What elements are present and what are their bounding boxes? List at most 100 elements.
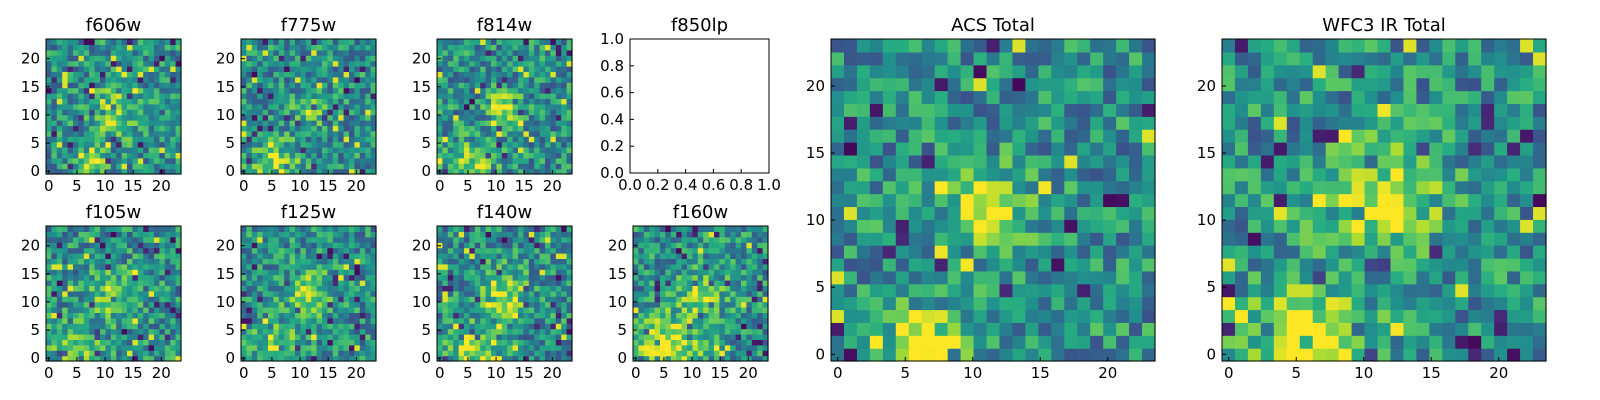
heatmap-cell [561, 280, 568, 286]
heatmap-cell [116, 71, 123, 78]
heatmap-cell [633, 269, 639, 276]
heatmap-cell [464, 141, 470, 148]
heatmap-cell [148, 231, 155, 238]
heatmap-cell [105, 130, 112, 137]
heatmap-cell [278, 301, 285, 308]
heatmap-cell [491, 296, 497, 303]
heatmap-cell [697, 301, 704, 308]
heatmap-cell [338, 269, 345, 276]
heatmap-cell [550, 280, 557, 286]
heatmap-cell [528, 168, 535, 175]
heatmap-cell [566, 253, 573, 259]
heatmap-cell [284, 55, 291, 62]
heatmap-cell [268, 109, 274, 116]
heatmap-cell [273, 247, 280, 254]
heatmap-cell [300, 258, 307, 265]
heatmap-cell [305, 334, 312, 340]
heatmap-cell [121, 307, 128, 313]
heatmap-cell [338, 87, 345, 94]
heatmap-cell [442, 147, 449, 153]
heatmap-cell [1090, 335, 1104, 349]
heatmap-cell [278, 285, 285, 292]
heatmap-cell [159, 339, 166, 346]
heatmap-cell [512, 226, 519, 232]
heatmap-cell [545, 98, 551, 105]
heatmap-cell [46, 350, 52, 357]
heatmap-cell [127, 98, 133, 105]
heatmap-cell [464, 130, 470, 137]
heatmap-cell [496, 141, 503, 148]
heatmap-cell [973, 142, 988, 156]
heatmap-cell [284, 280, 291, 286]
heatmap-cell [555, 163, 562, 170]
heatmap-cell [246, 296, 253, 303]
heatmap-cell [1116, 335, 1130, 349]
heatmap-cell [550, 39, 557, 45]
heatmap-cell [485, 258, 492, 265]
heatmap-cell [501, 263, 508, 270]
heatmap-cell [73, 334, 79, 340]
heatmap-cell [453, 163, 460, 170]
heatmap-cell [719, 317, 726, 324]
heatmap-cell [327, 163, 334, 170]
x-tick-label-10: 10 [291, 364, 310, 382]
heatmap-cell [491, 130, 497, 137]
heatmap-cell [121, 39, 128, 45]
heatmap-cell [78, 274, 85, 281]
heatmap-cell [73, 312, 79, 319]
heatmap-cell [67, 285, 74, 292]
heatmap-cell [127, 136, 133, 143]
heatmap-cell [654, 226, 661, 232]
heatmap-cell [735, 231, 742, 238]
heatmap-cell [555, 93, 562, 99]
heatmap-cell [1012, 154, 1026, 169]
heatmap-cell [895, 270, 910, 285]
heatmap-cell [561, 82, 568, 89]
heatmap-cell [895, 167, 910, 182]
heatmap-cell [137, 301, 144, 308]
heatmap-cell [51, 44, 58, 51]
heatmap-cell [643, 317, 650, 324]
heatmap-cell [105, 103, 112, 110]
heatmap-cell [284, 285, 291, 292]
heatmap-cell [947, 167, 962, 182]
x-tick-label-5: 5 [659, 364, 669, 382]
heatmap-cell [257, 247, 264, 254]
heatmap-cell [83, 312, 90, 319]
heatmap-cell [349, 274, 355, 281]
heatmap-cell [501, 39, 508, 45]
heatmap-cell [665, 263, 672, 270]
heatmap-cell [480, 152, 487, 159]
heatmap-cell [78, 114, 85, 121]
heatmap-cell [523, 339, 530, 346]
heatmap-cell [159, 323, 166, 330]
heatmap-cell [654, 355, 661, 362]
heatmap-cell [469, 168, 476, 175]
heatmap-cell [496, 55, 503, 62]
heatmap-cell [62, 44, 69, 51]
heatmap-cell [262, 301, 269, 308]
heatmap-cell [633, 285, 639, 292]
heatmap-cell [51, 60, 58, 67]
heatmap-cell [78, 339, 85, 346]
heatmap-cell [464, 263, 470, 270]
heatmap-cell [295, 109, 301, 116]
heatmap-cell [159, 141, 166, 148]
heatmap-cell [127, 152, 133, 159]
heatmap-cell [843, 206, 858, 220]
heatmap-cell [831, 270, 845, 285]
heatmap-cell [278, 98, 285, 105]
heatmap-cell [741, 236, 747, 243]
heatmap-cell [528, 339, 535, 346]
heatmap-cell [100, 120, 106, 126]
heatmap-cell [159, 312, 166, 319]
heatmap-cell [132, 103, 139, 110]
heatmap-cell [322, 301, 328, 308]
heatmap-cell [518, 60, 524, 67]
heatmap-cell [453, 147, 460, 153]
heatmap-cell [660, 312, 666, 319]
heatmap-cell [1051, 296, 1065, 311]
heatmap-cell [137, 76, 144, 83]
heatmap-cell [132, 49, 139, 56]
heatmap-cell [170, 231, 177, 238]
